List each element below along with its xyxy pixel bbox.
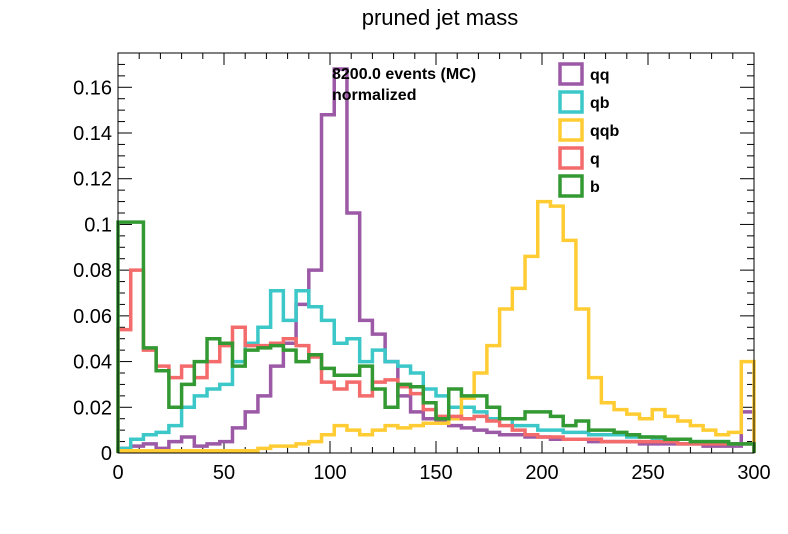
y-tick-label: 0.12: [73, 169, 112, 191]
legend-label-b: b: [590, 179, 600, 196]
y-tick-label: 0.04: [73, 352, 112, 374]
annotation-events: 8200.0 events (MC): [332, 66, 476, 83]
annotation-normalized: normalized: [332, 87, 416, 104]
series-qb-line: [116, 288, 756, 453]
axes: 0 50 100 150 200 250 300 0 0.02 0.04 0.06 0.08 0.1 0.…: [73, 53, 771, 484]
series-b-line: [116, 220, 756, 453]
x-tick-label: 300: [737, 462, 770, 484]
x-tick-label: 250: [631, 462, 664, 484]
x-tick-label: 200: [525, 462, 558, 484]
x-tick-label: 50: [213, 462, 235, 484]
series-qqb-line: [116, 199, 756, 453]
legend-swatch-qq: [558, 62, 584, 86]
legend-label-qb: qb: [590, 95, 610, 112]
y-tick-label: 0.08: [73, 260, 112, 282]
x-tick-label: 150: [419, 462, 452, 484]
legend-swatch-q: [558, 146, 584, 170]
y-tick-label: 0.02: [73, 397, 112, 419]
x-tick-label: 0: [112, 462, 123, 484]
legend-label-qqb: qqb: [590, 123, 620, 140]
legend-label-qq: qq: [590, 67, 610, 84]
legend-swatch-qqb: [558, 118, 584, 142]
y-tick-label: 0.1: [84, 214, 112, 236]
series-q-line: [116, 268, 756, 453]
y-tick-label: 0: [101, 443, 112, 465]
y-tick-label: 0.14: [73, 123, 112, 145]
y-tick-label: 0.06: [73, 306, 112, 328]
x-tick-label: 100: [313, 462, 346, 484]
legend-label-q: q: [590, 151, 600, 168]
series-layer: [116, 67, 756, 453]
legend-swatch-b: [558, 174, 584, 198]
plot-frame: [117, 52, 755, 454]
chart-title: pruned jet mass: [362, 5, 519, 30]
y-tick-label: 0.16: [73, 77, 112, 99]
legend-swatch-qb: [558, 90, 584, 114]
